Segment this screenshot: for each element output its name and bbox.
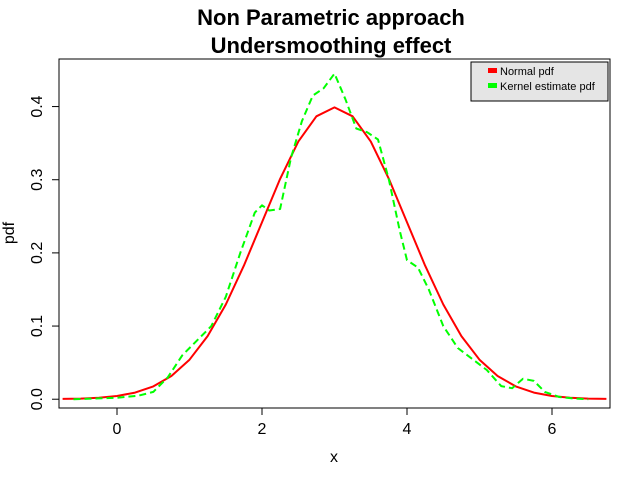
normal-pdf-line — [62, 106, 607, 400]
y-tick-label: 0.0 — [29, 388, 46, 410]
legend-label-normal-pdf: Normal pdf — [500, 66, 555, 78]
x-tick-label: 2 — [258, 421, 267, 438]
y-tick-label: 0.2 — [29, 242, 46, 264]
y-tick-label: 0.4 — [29, 95, 46, 117]
legend-swatch-kernel-estimate-pdf — [488, 83, 497, 88]
chart-title-line-2: Undersmoothing effect — [211, 33, 452, 58]
y-tick-label: 0.3 — [29, 169, 46, 191]
series-layer — [62, 72, 607, 401]
legend-swatch-normal-pdf — [488, 68, 497, 73]
x-tick-label: 4 — [403, 421, 412, 438]
chart-title-line-1: Non Parametric approach — [197, 5, 465, 30]
plot-frame — [58, 58, 611, 409]
legend: Normal pdf Kernel estimate pdf — [470, 61, 609, 102]
x-axis: 0 2 4 6 — [113, 408, 557, 438]
x-axis-label: x — [330, 449, 338, 466]
y-tick-label: 0.1 — [29, 315, 46, 337]
y-axis-label: pdf — [1, 221, 18, 244]
kernel-estimate-pdf-line — [73, 72, 589, 401]
x-tick-label: 0 — [113, 421, 122, 438]
legend-label-kernel-estimate-pdf: Kernel estimate pdf — [500, 81, 596, 93]
x-tick-label: 6 — [548, 421, 557, 438]
y-axis: 0.0 0.1 0.2 0.3 0.4 — [29, 95, 59, 410]
